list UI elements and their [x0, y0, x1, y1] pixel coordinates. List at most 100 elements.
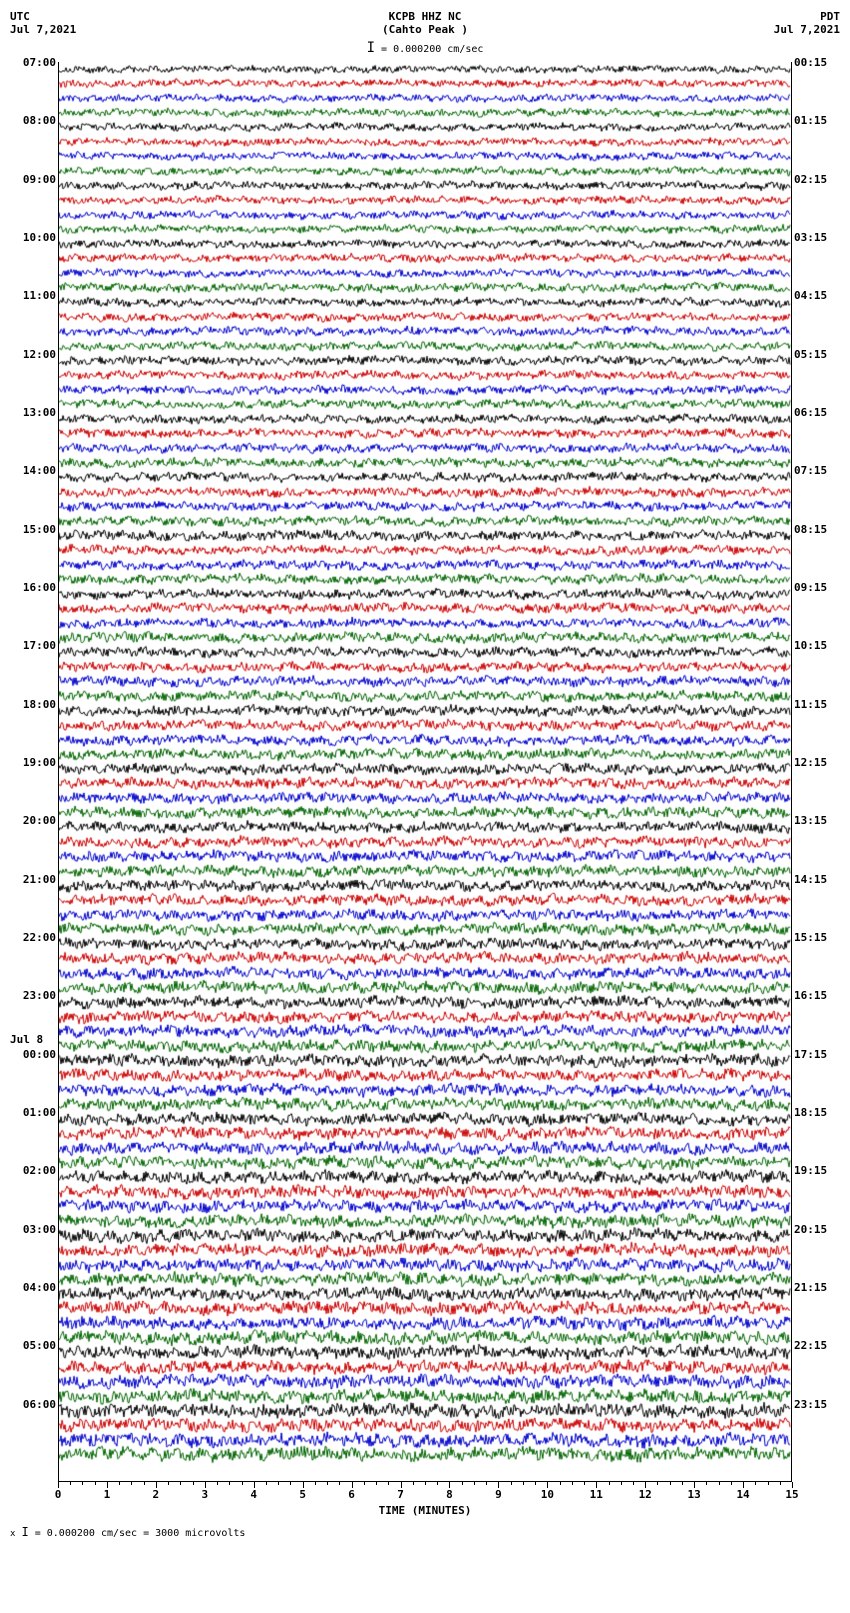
- utc-time-label: 09:00: [10, 173, 56, 186]
- right-header: PDT Jul 7,2021: [774, 10, 840, 36]
- x-tick-minor: [462, 1482, 463, 1485]
- footer: x I = 0.000200 cm/sec = 3000 microvolts: [10, 1525, 840, 1539]
- trace-row: [59, 1447, 791, 1462]
- x-tick-minor: [327, 1482, 328, 1485]
- x-tick-minor: [290, 1482, 291, 1485]
- utc-time-label: 14:00: [10, 464, 56, 477]
- x-tick-minor: [376, 1482, 377, 1485]
- x-tick-minor: [131, 1482, 132, 1485]
- x-tick-label: 4: [250, 1488, 257, 1501]
- x-tick-label: 12: [639, 1488, 652, 1501]
- x-tick-minor: [437, 1482, 438, 1485]
- x-tick-minor: [425, 1482, 426, 1485]
- plot-area: 0123456789101112131415 07:0008:0009:0010…: [10, 62, 840, 1502]
- pdt-time-label: 00:15: [794, 56, 840, 69]
- x-tick-label: 7: [397, 1488, 404, 1501]
- right-date: Jul 7,2021: [774, 23, 840, 36]
- pdt-time-label: 23:15: [794, 1398, 840, 1411]
- utc-time-label: 23:00: [10, 989, 56, 1002]
- x-tick-minor: [682, 1482, 683, 1485]
- pdt-time-label: 17:15: [794, 1048, 840, 1061]
- x-tick-minor: [535, 1482, 536, 1485]
- center-header: KCPB HHZ NC (Cahto Peak ): [76, 10, 774, 36]
- scale-text: = 0.000200 cm/sec: [381, 44, 483, 55]
- utc-time-label: 06:00: [10, 1398, 56, 1411]
- pdt-time-label: 18:15: [794, 1106, 840, 1119]
- utc-time-label: 15:00: [10, 523, 56, 536]
- x-tick-minor: [670, 1482, 671, 1485]
- x-tick-minor: [584, 1482, 585, 1485]
- x-tick-minor: [119, 1482, 120, 1485]
- x-tick-minor: [266, 1482, 267, 1485]
- x-tick-minor: [82, 1482, 83, 1485]
- utc-time-label: 17:00: [10, 639, 56, 652]
- pdt-time-label: 22:15: [794, 1339, 840, 1352]
- utc-time-label: 18:00: [10, 698, 56, 711]
- utc-time-label: 16:00: [10, 581, 56, 594]
- x-tick-label: 0: [55, 1488, 62, 1501]
- x-tick-label: 2: [153, 1488, 160, 1501]
- left-header: UTC Jul 7,2021: [10, 10, 76, 36]
- left-date: Jul 7,2021: [10, 23, 76, 36]
- utc-time-label: 02:00: [10, 1164, 56, 1177]
- x-tick-minor: [278, 1482, 279, 1485]
- x-tick-minor: [229, 1482, 230, 1485]
- x-tick-minor: [719, 1482, 720, 1485]
- x-tick-minor: [731, 1482, 732, 1485]
- x-tick-minor: [339, 1482, 340, 1485]
- x-tick-minor: [768, 1482, 769, 1485]
- utc-time-label: 07:00: [10, 56, 56, 69]
- x-tick-minor: [70, 1482, 71, 1485]
- x-tick-minor: [180, 1482, 181, 1485]
- x-tick-minor: [609, 1482, 610, 1485]
- x-tick-label: 9: [495, 1488, 502, 1501]
- x-axis-title: TIME (MINUTES): [10, 1504, 840, 1517]
- pdt-time-label: 14:15: [794, 873, 840, 886]
- right-tz: PDT: [774, 10, 840, 23]
- x-tick-minor: [217, 1482, 218, 1485]
- pdt-time-label: 05:15: [794, 348, 840, 361]
- x-tick-label: 8: [446, 1488, 453, 1501]
- pdt-time-label: 13:15: [794, 814, 840, 827]
- pdt-time-label: 09:15: [794, 581, 840, 594]
- utc-time-label: 12:00: [10, 348, 56, 361]
- utc-time-label: 01:00: [10, 1106, 56, 1119]
- x-tick-minor: [523, 1482, 524, 1485]
- pdt-time-label: 04:15: [794, 289, 840, 302]
- trace-canvas: [59, 1440, 791, 1469]
- x-tick-minor: [486, 1482, 487, 1485]
- pdt-time-label: 03:15: [794, 231, 840, 244]
- station-name: (Cahto Peak ): [76, 23, 774, 36]
- x-tick-label: 13: [688, 1488, 701, 1501]
- footer-text: = 0.000200 cm/sec = 3000 microvolts: [35, 1528, 246, 1539]
- pdt-time-label: 11:15: [794, 698, 840, 711]
- utc-time-label: 08:00: [10, 114, 56, 127]
- pdt-time-label: 19:15: [794, 1164, 840, 1177]
- pdt-time-label: 16:15: [794, 989, 840, 1002]
- x-tick-label: 1: [104, 1488, 111, 1501]
- x-tick-label: 14: [736, 1488, 749, 1501]
- utc-time-label: 19:00: [10, 756, 56, 769]
- utc-time-label: 13:00: [10, 406, 56, 419]
- x-tick-minor: [633, 1482, 634, 1485]
- x-tick-minor: [755, 1482, 756, 1485]
- utc-time-label: 20:00: [10, 814, 56, 827]
- utc-time-label: 11:00: [10, 289, 56, 302]
- utc-time-label: 03:00: [10, 1223, 56, 1236]
- x-tick-minor: [413, 1482, 414, 1485]
- utc-time-label: 10:00: [10, 231, 56, 244]
- x-tick-minor: [657, 1482, 658, 1485]
- header-row: UTC Jul 7,2021 KCPB HHZ NC (Cahto Peak )…: [10, 10, 840, 36]
- plot-inner: [58, 62, 792, 1482]
- pdt-time-label: 20:15: [794, 1223, 840, 1236]
- x-tick-minor: [144, 1482, 145, 1485]
- x-tick-label: 3: [201, 1488, 208, 1501]
- x-tick-minor: [474, 1482, 475, 1485]
- x-tick-minor: [315, 1482, 316, 1485]
- x-tick-minor: [706, 1482, 707, 1485]
- pdt-time-label: 08:15: [794, 523, 840, 536]
- utc-time-label: 21:00: [10, 873, 56, 886]
- x-tick-minor: [572, 1482, 573, 1485]
- left-tz: UTC: [10, 10, 76, 23]
- x-tick-minor: [388, 1482, 389, 1485]
